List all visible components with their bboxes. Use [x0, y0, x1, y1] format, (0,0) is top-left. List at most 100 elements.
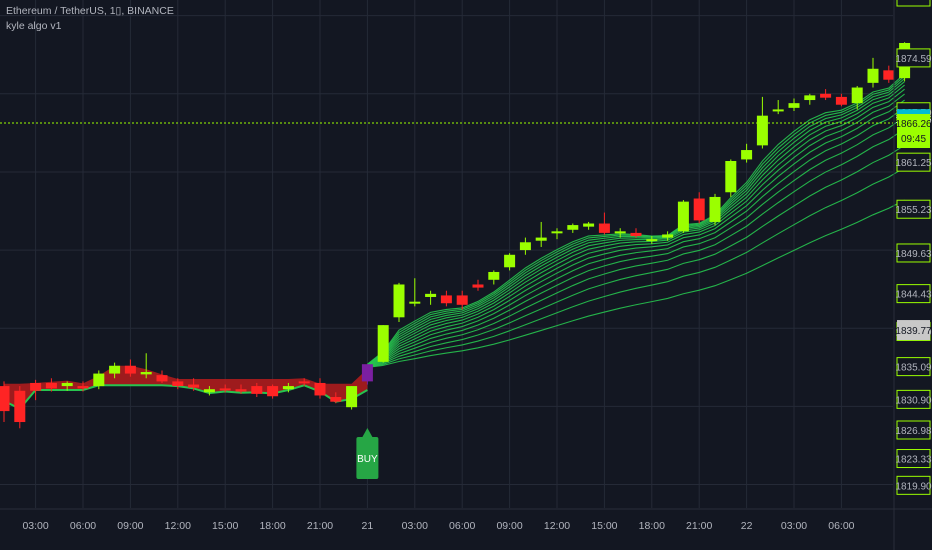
candle-body: [567, 225, 579, 230]
indicator-title[interactable]: kyle algo v1: [6, 20, 62, 32]
candle-body: [646, 239, 658, 242]
time-tick-label: 15:00: [212, 520, 238, 532]
candle-body: [677, 201, 689, 232]
ma-line: [367, 88, 905, 366]
candle-body: [820, 93, 832, 98]
candle-body: [456, 295, 468, 305]
candle-body: [835, 96, 847, 105]
price-tick-label: 1826.98: [895, 426, 932, 437]
candle-body: [124, 365, 136, 374]
candle-body: [282, 386, 294, 390]
candle-body: [409, 301, 421, 304]
price-tick-label: 1874.59: [895, 54, 932, 65]
candle-body: [45, 382, 57, 389]
candle-body: [725, 160, 737, 193]
candle-body: [772, 109, 784, 112]
ma-line: [367, 199, 905, 368]
candle-body: [472, 284, 484, 288]
time-tick-label: 12:00: [544, 520, 570, 532]
ma-line: [367, 144, 905, 368]
pre-signal-ribbon-line: [3, 384, 368, 410]
candle-body: [377, 325, 389, 362]
candle-body: [867, 68, 879, 83]
candle-body: [804, 95, 816, 101]
candle-body: [235, 389, 247, 392]
price-label-box: [896, 449, 931, 469]
candle-body: [330, 397, 342, 402]
candle-body: [693, 198, 705, 221]
candle-body: [741, 150, 753, 160]
price-label-box-top: [896, 0, 931, 7]
candle-body: [662, 234, 674, 238]
symbol-title[interactable]: Ethereum / TetherUS, 1▯, BINANCE: [6, 4, 174, 19]
buy-marker: [356, 437, 379, 479]
time-tick-label: 09:00: [496, 520, 522, 532]
candle-body: [219, 388, 231, 391]
ma-line: [367, 99, 905, 367]
price-tick-label: 1844.43: [895, 290, 932, 301]
ma-line: [367, 93, 905, 367]
candle-body: [61, 382, 73, 387]
time-tick-label: 21:00: [307, 520, 333, 532]
candle-body: [77, 386, 89, 389]
candle-body: [203, 389, 215, 393]
ma-line: [367, 128, 905, 368]
candle-body: [172, 381, 184, 387]
candle-body: [346, 386, 358, 408]
candle-body: [535, 237, 547, 241]
buy-label: BUY: [357, 454, 378, 465]
candle-body: [551, 231, 563, 234]
price-label-box: [896, 475, 931, 495]
candle-body: [109, 365, 121, 374]
time-tick-label: 18:00: [259, 520, 285, 532]
price-tick-label: 1835.09: [895, 363, 932, 374]
symbol-line: Ethereum / TetherUS, 1: [6, 5, 116, 17]
candle-body: [393, 284, 405, 318]
time-tick-label: 06:00: [449, 520, 475, 532]
last-price-label: 1839.77: [895, 326, 932, 337]
candle-body: [140, 372, 152, 375]
price-label-box: [896, 357, 931, 377]
candle-body: [188, 384, 200, 388]
ma-line: [367, 107, 905, 367]
candle-body: [883, 70, 895, 80]
price-tick-label: 1849.63: [895, 249, 932, 260]
candle-body: [425, 293, 437, 297]
candle-body: [756, 115, 768, 146]
ma-ribbon: [3, 73, 905, 410]
candle-body: [156, 375, 168, 382]
candle-body: [709, 196, 721, 222]
ma-line: [367, 167, 905, 368]
candle-body: [314, 382, 326, 396]
countdown-label: 09:45: [901, 134, 926, 145]
price-label-box: [896, 48, 931, 68]
time-tick-label: 12:00: [165, 520, 191, 532]
price-label-box: [896, 199, 931, 219]
time-tick-label: 03:00: [781, 520, 807, 532]
candle-body: [251, 386, 263, 394]
candle-body: [440, 295, 452, 304]
price-tick-label: 1830.90: [895, 395, 932, 406]
candle-body: [519, 242, 531, 251]
candle-body: [298, 381, 310, 384]
time-tick-label: 06:00: [828, 520, 854, 532]
candle-body: [614, 231, 626, 234]
time-tick-label: 09:00: [117, 520, 143, 532]
interval-glyph: ▯: [115, 5, 122, 17]
candle-body: [851, 87, 863, 104]
current-price-label: 1866.26: [895, 119, 932, 130]
candle-body: [583, 223, 595, 227]
price-label-box: [896, 243, 931, 263]
price-label-box: [896, 284, 931, 304]
time-tick-label: 22: [741, 520, 753, 532]
price-tick-label: 1855.23: [895, 205, 932, 216]
exchange-label: , BINANCE: [121, 5, 174, 17]
candle-body: [30, 382, 42, 391]
price-tick-label: 1819.90: [895, 481, 932, 492]
price-label-box: [896, 389, 931, 409]
price-label-box: [896, 152, 931, 172]
